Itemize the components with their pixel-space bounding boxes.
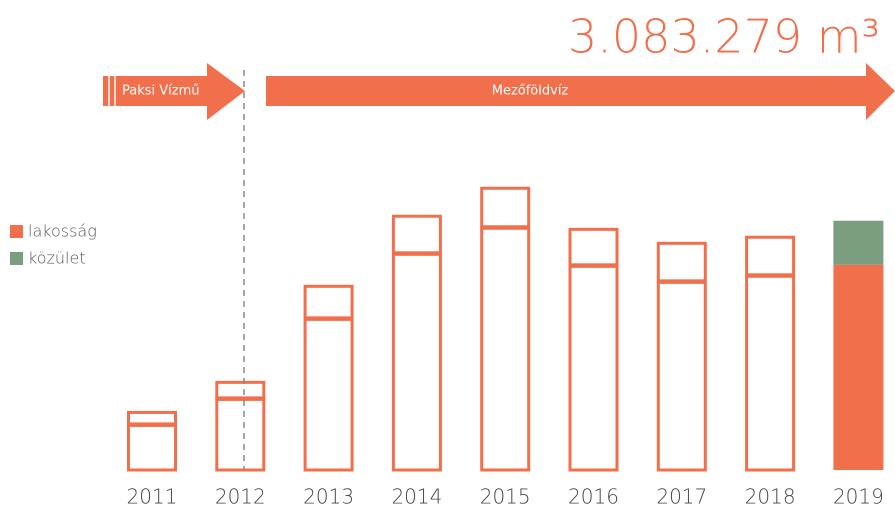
annotation: Mezőföldvíz bbox=[492, 84, 569, 99]
bar-segment bbox=[656, 241, 707, 283]
x-tick-label: 2016 bbox=[568, 485, 619, 509]
bar-segment bbox=[833, 220, 884, 265]
arrow bbox=[103, 63, 245, 120]
bar-segment bbox=[656, 280, 707, 472]
bar-segment bbox=[303, 317, 354, 472]
bar-segment bbox=[745, 274, 796, 472]
x-tick-label: 2014 bbox=[391, 485, 442, 509]
bar-segment bbox=[833, 264, 884, 470]
bar-segment bbox=[480, 186, 531, 229]
legend-label: közület bbox=[28, 249, 86, 268]
bar-segment bbox=[391, 252, 442, 472]
chart-title: 3.083.279 m³ bbox=[568, 10, 880, 64]
x-tick-label: 2018 bbox=[745, 485, 796, 509]
legend-swatch bbox=[10, 252, 23, 265]
x-tick-label: 2015 bbox=[480, 485, 531, 509]
x-tick-label: 2012 bbox=[215, 485, 266, 509]
x-tick-label: 2019 bbox=[833, 485, 884, 509]
legend-label: lakosság bbox=[28, 222, 97, 241]
bar-segment bbox=[745, 235, 796, 277]
bar-segment bbox=[127, 410, 177, 426]
legend-swatch bbox=[10, 225, 23, 238]
bar-segment bbox=[568, 227, 619, 267]
annotation: Paksi Vízmű bbox=[122, 84, 200, 99]
x-tick-label: 2011 bbox=[127, 485, 178, 509]
x-tick-label: 2017 bbox=[656, 485, 707, 509]
bar-segment bbox=[303, 284, 354, 320]
bar-segment bbox=[568, 264, 619, 472]
arrow bbox=[266, 63, 895, 120]
bar-segment bbox=[215, 380, 266, 400]
bar-segment bbox=[391, 214, 442, 255]
x-tick-label: 2013 bbox=[303, 485, 354, 509]
bar-segment bbox=[127, 423, 177, 472]
bar-segment bbox=[215, 397, 266, 472]
bar-segment bbox=[480, 226, 531, 472]
